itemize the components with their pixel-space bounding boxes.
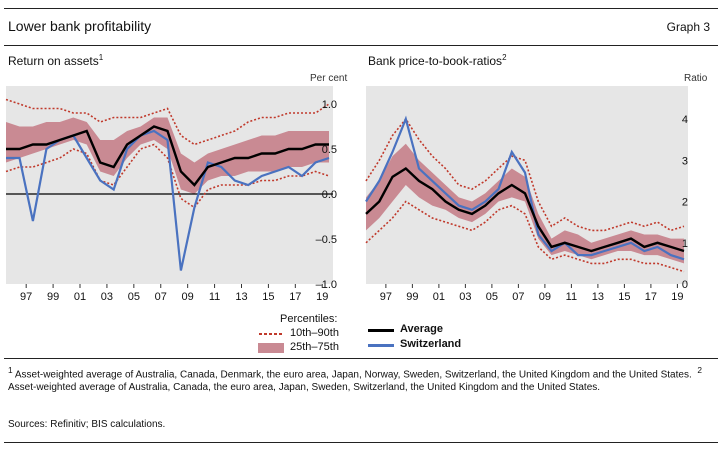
roa-x-tick-label: 19 xyxy=(316,291,328,303)
pb-x-tick-label: 05 xyxy=(486,291,498,303)
legend-swatch-average xyxy=(368,329,394,332)
legend-heading: Percentiles: xyxy=(280,313,338,325)
pb-x-tick-label: 97 xyxy=(380,291,392,303)
top-rule xyxy=(4,8,718,9)
roa-x-tick-label: 97 xyxy=(20,291,32,303)
right-panel-title-text: Bank price-to-book-ratios xyxy=(368,54,503,68)
legend-label-25-75: 25th–75th xyxy=(290,341,339,353)
right-panel-footnote-mark: 2 xyxy=(502,53,507,62)
footnotes: 1 Asset-weighted average of Australia, C… xyxy=(8,364,716,394)
pb-x-tick-label: 15 xyxy=(618,291,630,303)
legend-label-average: Average xyxy=(400,323,444,335)
roa-y-tick-label: 1.0 xyxy=(322,99,337,111)
roa-y-tick-label: –1.0 xyxy=(316,279,337,291)
left-unit-label: Per cent xyxy=(310,73,348,84)
roa-plot-area xyxy=(6,86,333,284)
pb-y-tick-label: 2 xyxy=(682,197,688,209)
roa-x-tick-label: 17 xyxy=(289,291,301,303)
left-panel-title-text: Return on assets xyxy=(8,54,99,68)
roa-x-tick-label: 99 xyxy=(47,291,59,303)
left-panel-title: Return on assets1 xyxy=(8,53,103,68)
pb-x-tick-label: 17 xyxy=(645,291,657,303)
legend-swatch-25-75 xyxy=(258,343,284,353)
footnote-2-mark: 2 xyxy=(697,365,702,375)
pb-x-tick-label: 03 xyxy=(459,291,471,303)
pb-x-tick-label: 01 xyxy=(433,291,445,303)
roa-y-tick-label: 0.0 xyxy=(322,189,337,201)
legend: Percentiles: 10th–90th 25th–75th Average… xyxy=(258,313,478,357)
legend-swatch-10-90 xyxy=(259,333,283,335)
sources: Sources: Refinitiv; BIS calculations. xyxy=(8,419,166,430)
right-unit-label: Ratio xyxy=(684,73,708,84)
roa-band-25-75 xyxy=(6,117,329,194)
roa-x-tick-label: 13 xyxy=(235,291,247,303)
legend-label-switzerland: Switzerland xyxy=(400,338,462,350)
pb-y-tick-label: 3 xyxy=(682,155,688,167)
roa-line-90th xyxy=(5,98,330,146)
roa-x-tick-label: 11 xyxy=(209,291,220,303)
bottom-rule xyxy=(4,442,718,443)
roa-x-tick-label: 05 xyxy=(128,291,140,303)
pb-x-tick-label: 19 xyxy=(671,291,683,303)
pb-x-tick-label: 99 xyxy=(406,291,418,303)
pb-x-tick-label: 13 xyxy=(592,291,604,303)
pb-y-tick-label: 4 xyxy=(682,114,688,126)
roa-line-10th xyxy=(5,143,330,209)
roa-x-tick-label: 01 xyxy=(74,291,86,303)
footnote-1-mark: 1 xyxy=(8,365,13,375)
left-panel-footnote-mark: 1 xyxy=(98,53,104,62)
footnote-1: Asset-weighted average of Australia, Can… xyxy=(14,369,692,381)
roa-x-tick-label: 09 xyxy=(182,291,194,303)
footnote-2: Asset-weighted average of Australia, Can… xyxy=(8,382,601,394)
pb-line-switzerland xyxy=(365,115,685,261)
graph-number: Graph 3 xyxy=(666,20,710,34)
pb-line-average xyxy=(365,166,685,253)
graph-title: Lower bank profitability xyxy=(8,18,152,34)
roa-y-tick-label: –0.5 xyxy=(316,234,337,246)
pb-x-tick-label: 09 xyxy=(539,291,551,303)
title-rule xyxy=(4,45,718,46)
roa-line-average xyxy=(6,125,329,187)
roa-y-tick-label: 0.5 xyxy=(322,144,337,156)
footnote-rule xyxy=(4,358,718,359)
pb-x-tick-label: 07 xyxy=(512,291,524,303)
pb-y-tick-label: 1 xyxy=(682,238,688,250)
pb-band-25-75 xyxy=(366,143,684,264)
pb-line-10th xyxy=(365,200,685,273)
legend-swatch-switzerland xyxy=(368,344,394,347)
pb-x-tick-label: 11 xyxy=(566,291,577,303)
legend-label-10-90: 10th–90th xyxy=(290,327,339,339)
roa-x-tick-label: 15 xyxy=(262,291,274,303)
right-panel-title: Bank price-to-book-ratios2 xyxy=(368,53,507,68)
roa-x-tick-label: 03 xyxy=(101,291,113,303)
pb-y-tick-label: 0 xyxy=(682,279,688,291)
roa-x-tick-label: 07 xyxy=(155,291,167,303)
